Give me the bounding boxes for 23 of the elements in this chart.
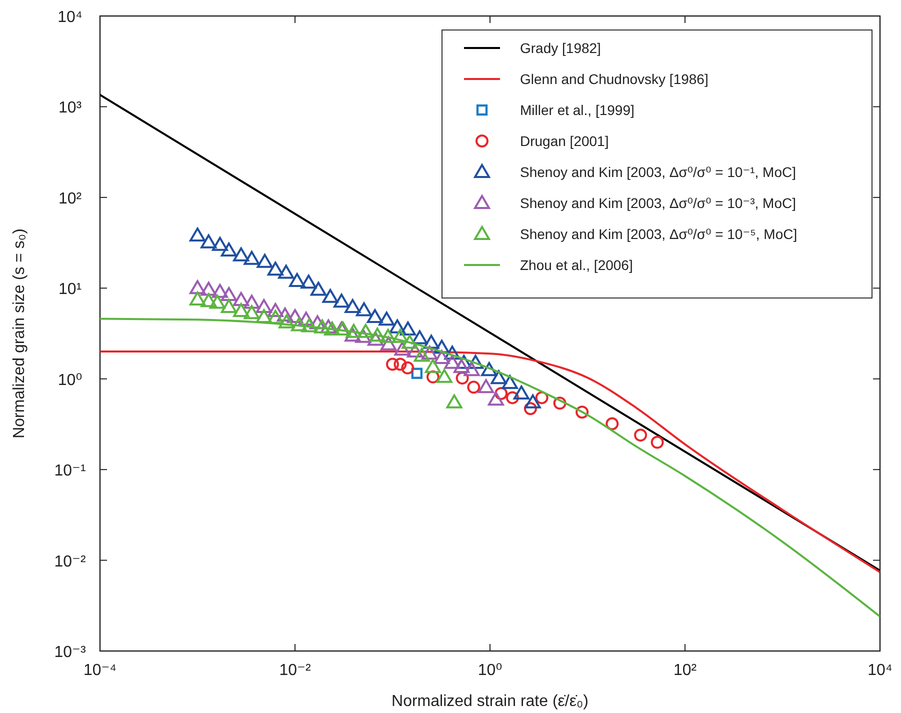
legend-label: Shenoy and Kim [2003, Δσ⁰/σ⁰ = 10⁻¹, MoC] bbox=[520, 164, 796, 180]
x-tick-label: 10⁻⁴ bbox=[83, 662, 117, 679]
x-axis-title: Normalized strain rate (ε̇/ε̇₀) bbox=[392, 693, 588, 710]
y-tick-label: 10¹ bbox=[58, 281, 82, 298]
y-tick-label: 10⁻² bbox=[54, 553, 86, 570]
y-tick-label: 10² bbox=[58, 190, 82, 208]
x-tick-label: 10⁻² bbox=[279, 662, 312, 679]
legend-label: Zhou et al., [2006] bbox=[520, 257, 633, 273]
y-axis-title: Normalized grain size (s = s₀) bbox=[11, 228, 28, 438]
x-tick-label: 10² bbox=[673, 662, 698, 679]
legend-label: Miller et al., [1999] bbox=[520, 102, 634, 118]
x-tick-label: 10⁰ bbox=[478, 662, 502, 679]
legend-label: Shenoy and Kim [2003, Δσ⁰/σ⁰ = 10⁻³, MoC] bbox=[520, 195, 796, 211]
legend-label: Drugan [2001] bbox=[520, 133, 609, 149]
y-tick-label: 10⁰ bbox=[58, 372, 82, 389]
y-tick-label: 10⁻¹ bbox=[54, 462, 86, 480]
y-tick-label: 10⁻³ bbox=[54, 644, 86, 661]
legend-label: Glenn and Chudnovsky [1986] bbox=[520, 71, 708, 87]
y-tick-label: 10⁴ bbox=[58, 9, 82, 26]
legend-label: Grady [1982] bbox=[520, 40, 601, 56]
y-tick-label: 10³ bbox=[58, 100, 82, 117]
x-tick-label: 10⁴ bbox=[868, 662, 892, 679]
legend-label: Shenoy and Kim [2003, Δσ⁰/σ⁰ = 10⁻⁵, MoC] bbox=[520, 226, 798, 242]
